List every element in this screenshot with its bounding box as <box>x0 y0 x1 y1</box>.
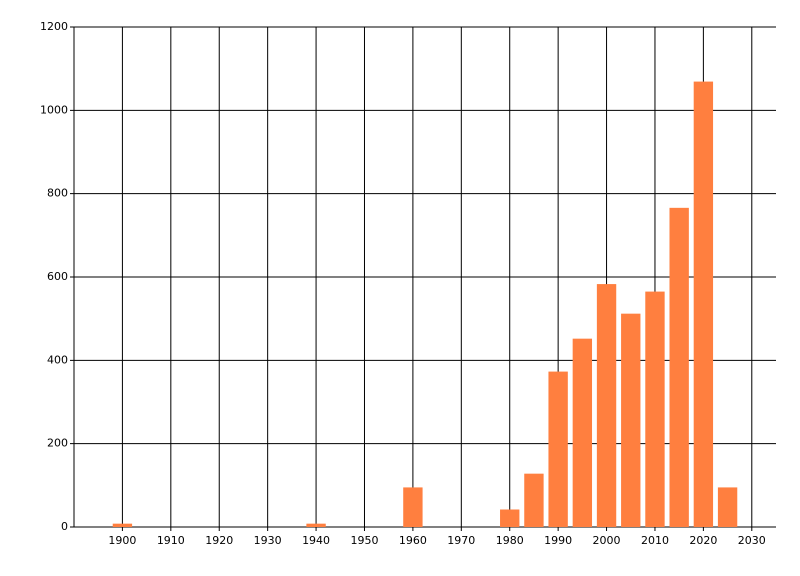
y-tick-label: 800 <box>47 187 68 200</box>
x-tick-label: 1970 <box>447 534 475 547</box>
x-tick-label: 1930 <box>254 534 282 547</box>
bar <box>548 371 568 527</box>
x-tick-label: 2030 <box>738 534 766 547</box>
x-tick-label: 1950 <box>350 534 378 547</box>
x-tick-label: 1940 <box>302 534 330 547</box>
bar <box>500 509 520 527</box>
x-tick-label: 1910 <box>157 534 185 547</box>
x-tick-label: 1920 <box>205 534 233 547</box>
y-tick-label: 200 <box>47 437 68 450</box>
x-tick-label: 1900 <box>108 534 136 547</box>
bar <box>524 473 544 527</box>
y-tick-label: 600 <box>47 270 68 283</box>
bar <box>621 313 641 527</box>
bar <box>693 81 714 527</box>
x-tick-label: 1960 <box>399 534 427 547</box>
bar <box>112 523 133 527</box>
x-tick-label: 2010 <box>641 534 669 547</box>
x-tick-label: 1980 <box>496 534 524 547</box>
bar <box>596 284 617 527</box>
bar <box>669 207 689 528</box>
bar <box>403 487 423 527</box>
x-tick-label: 2020 <box>689 534 717 547</box>
bar <box>306 523 326 527</box>
y-tick-label: 1000 <box>40 103 68 116</box>
y-tick-label: 0 <box>61 520 68 533</box>
bar <box>645 291 665 527</box>
bar <box>572 338 593 527</box>
y-tick-label: 1200 <box>40 20 68 33</box>
x-tick-label: 2000 <box>593 534 621 547</box>
bar <box>717 487 738 527</box>
x-tick-label: 1990 <box>544 534 572 547</box>
y-tick-label: 400 <box>47 353 68 366</box>
